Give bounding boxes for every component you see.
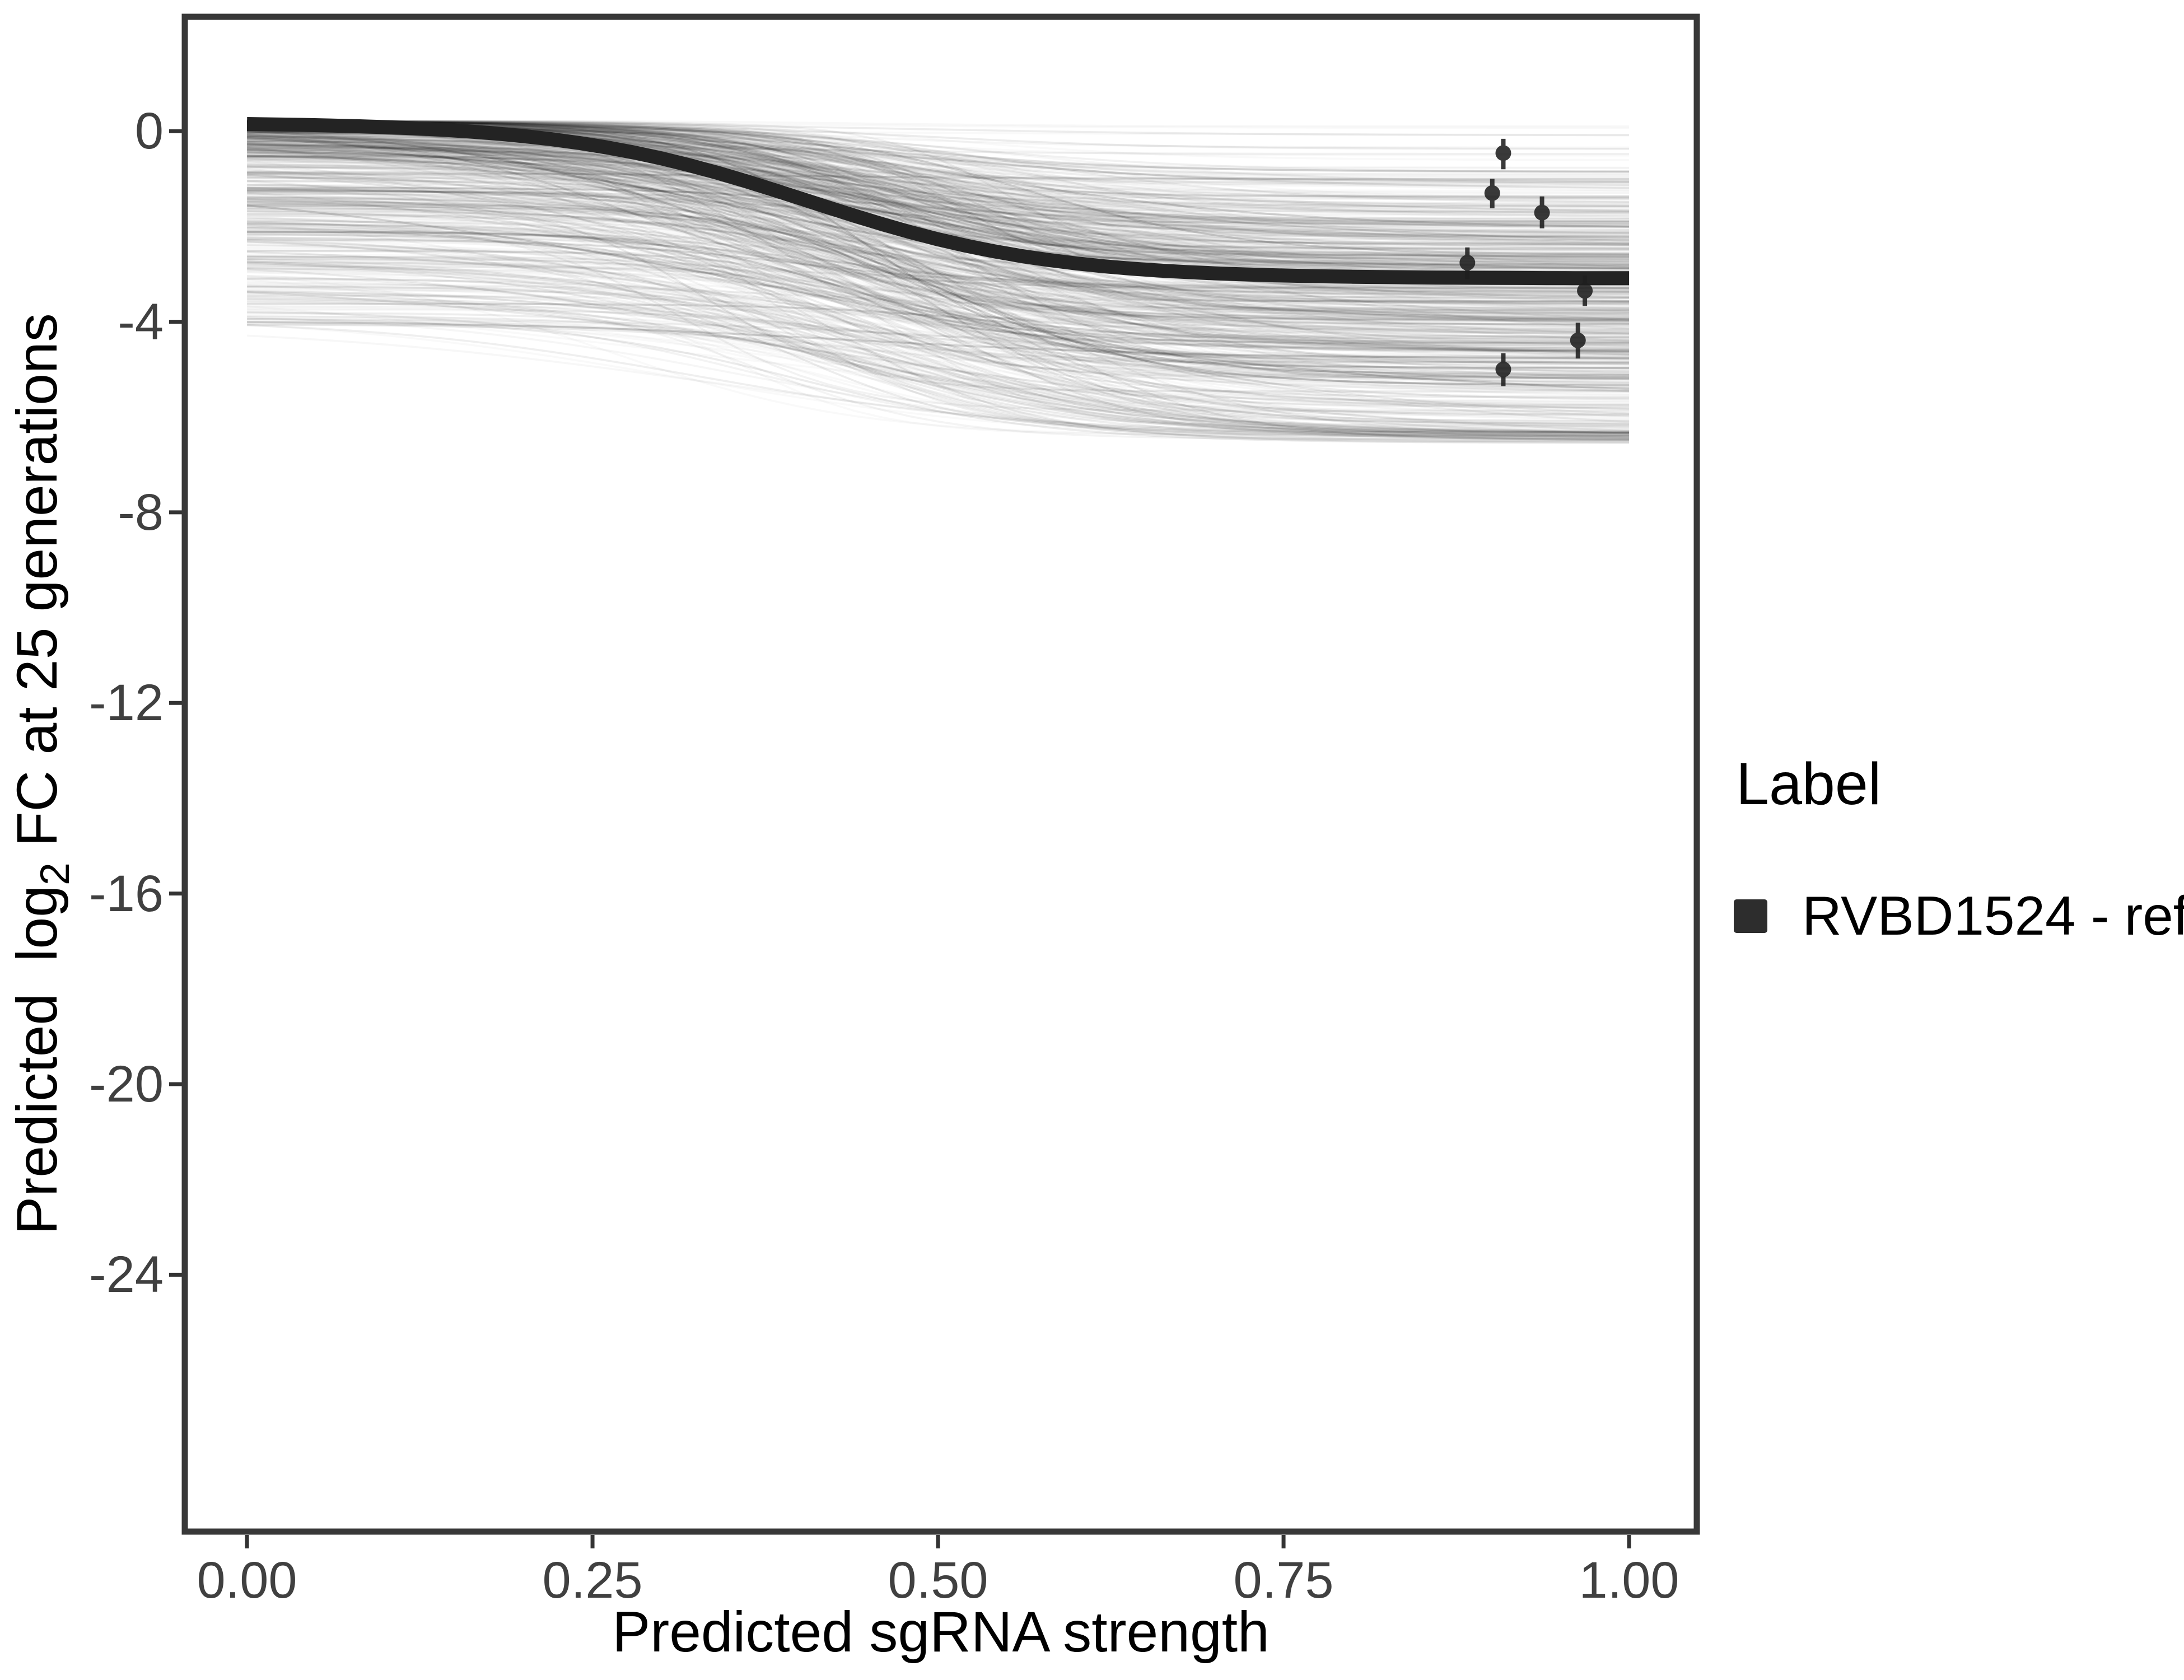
y-axis-title: Predicted log2 FC at 25 generations xyxy=(4,313,78,1234)
y-tick-label: 0 xyxy=(134,102,164,160)
axis-tick-marks xyxy=(169,129,1631,1548)
x-tick-label: 0.50 xyxy=(888,1552,988,1609)
data-points xyxy=(1459,138,1593,386)
y-axis-title-prefix: Predicted log xyxy=(4,885,69,1235)
y-tick-label: -4 xyxy=(118,293,164,351)
y-axis-title-subscript: 2 xyxy=(32,862,78,886)
x-tick-label: 1.00 xyxy=(1579,1552,1679,1609)
main-fit-curve xyxy=(246,117,1630,286)
pointrange xyxy=(1534,196,1550,228)
pointrange xyxy=(1459,247,1476,279)
pointrange xyxy=(1484,179,1500,209)
legend-item: RVBD1524 - ref xyxy=(1734,884,2184,948)
x-tick-label: 0.25 xyxy=(542,1552,643,1609)
legend-item-label: RVBD1524 - ref xyxy=(1802,885,2184,946)
pointrange xyxy=(1570,323,1586,359)
pointrange xyxy=(1495,353,1511,386)
pointrange xyxy=(1577,276,1593,306)
x-tick-label: 0.00 xyxy=(197,1552,297,1609)
legend: Label RVBD1524 - ref xyxy=(1734,750,2184,948)
y-tick-label: -20 xyxy=(89,1056,164,1113)
x-axis-title: Predicted sgRNA strength xyxy=(612,1600,1270,1664)
legend-title: Label xyxy=(1736,751,1882,817)
y-tick-label: -12 xyxy=(89,674,164,732)
legend-key-swatch xyxy=(1734,899,1767,933)
y-tick-label: -8 xyxy=(118,483,164,541)
y-axis-title-suffix: FC at 25 generations xyxy=(4,313,69,863)
x-tick-label: 0.75 xyxy=(1233,1552,1334,1609)
y-tick-label: -16 xyxy=(89,865,164,922)
y-tick-label: -24 xyxy=(89,1246,164,1304)
panel-border xyxy=(181,13,1700,1535)
pointrange xyxy=(1495,138,1511,170)
